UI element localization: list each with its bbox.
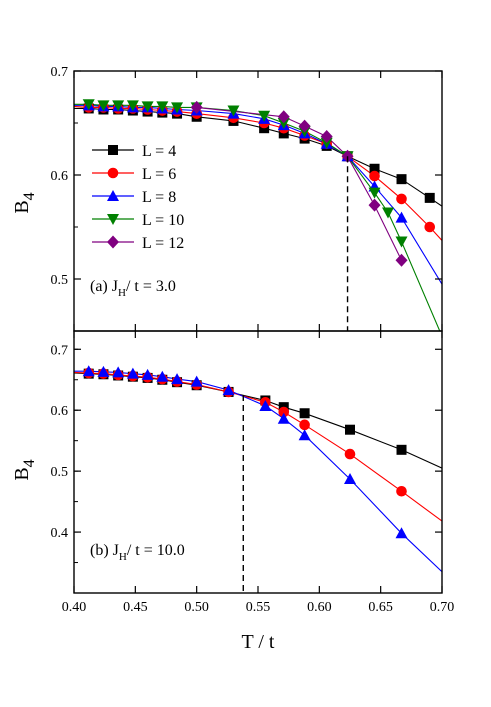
marker-layer-b (82, 365, 408, 539)
point-a-l-10-10 (258, 110, 271, 122)
legend-marker-l-8 (107, 190, 119, 201)
x-tick-label-5: 0.65 (368, 600, 393, 615)
point-b-l-4-12 (299, 408, 310, 419)
point-a-l-10-15 (368, 187, 381, 199)
point-a-l-10-4 (126, 100, 139, 112)
point-b-l-6-13 (344, 448, 356, 460)
legend-marker-l-10 (107, 214, 119, 225)
legend-marker-l-4 (108, 145, 118, 155)
point-b-l-8-12 (298, 429, 311, 441)
point-a-l-10-7 (171, 102, 184, 114)
y-tick-label-b-2: 0.6 (51, 404, 69, 419)
y-ticks-b: 0.4 0.5 0.6 0.7 (51, 343, 442, 594)
point-b-l-8-9 (222, 384, 235, 396)
x-tick-label-6: 0.70 (430, 600, 455, 615)
point-b-l-8-5 (141, 368, 154, 380)
series-layer-a (74, 103, 442, 331)
series-line-a-l-4 (74, 107, 442, 207)
point-b-l-4-13 (345, 424, 355, 435)
series-line-b-l-8 (74, 370, 442, 573)
series-line-a-l-12 (196, 106, 402, 261)
x-tick-label-1: 0.45 (123, 600, 148, 615)
x-tick-label-4: 0.60 (307, 600, 332, 615)
point-a-l-12-3 (320, 130, 333, 144)
legend-label-l-12: L = 12 (142, 235, 184, 252)
point-a-l-10-2 (97, 100, 110, 112)
point-b-l-8-11 (277, 412, 290, 424)
series-layer-b (74, 370, 442, 573)
point-a-l-4-16 (396, 174, 407, 185)
point-a-l-10-5 (141, 101, 154, 113)
y-axis-title-a: B4 (11, 192, 38, 213)
series-line-b-l-6 (74, 371, 442, 522)
point-b-l-8-10 (259, 399, 272, 411)
panel-label-a: (a) JH/ t = 3.0 (90, 278, 176, 299)
marker-layer-a (82, 99, 436, 267)
y-ticks-a: 0.5 0.6 0.7 (51, 65, 443, 332)
y-tick-label-a-0: 0.5 (51, 273, 69, 288)
point-b-l-8-13 (344, 473, 356, 485)
point-a-l-10-11 (277, 118, 290, 129)
point-a-l-10-17 (395, 236, 408, 248)
legend-marker-l-12 (107, 235, 119, 249)
point-a-l-12-1 (277, 110, 290, 124)
point-b-l-6-12 (299, 419, 310, 431)
point-a-l-4-15 (369, 163, 380, 174)
legend: L = 4 L = 6 L = 8 L = 10 L = 12 (92, 143, 184, 252)
legend-label-l-10: L = 10 (142, 212, 184, 229)
point-b-l-6-11 (278, 406, 290, 418)
legend-label-l-6: L = 6 (142, 166, 176, 183)
panel-a: 0.50.60.7 (a) JH/ t = 3.0 B4 L = 4L = 6L… (11, 65, 443, 332)
point-a-l-12-6 (395, 253, 408, 267)
point-a-l-10-9 (227, 105, 240, 117)
panel-label-b: (b) JH/ t = 10.0 (90, 542, 185, 563)
point-a-l-12-2 (298, 119, 311, 133)
x-ticks-b: 0.40 0.45 0.50 0.55 0.60 0.65 0.70 (62, 331, 455, 615)
x-tick-label-3: 0.55 (246, 600, 271, 615)
point-b-l-8-7 (171, 373, 184, 385)
point-a-l-6-15 (369, 170, 380, 182)
point-b-l-8-3 (112, 366, 125, 378)
point-b-l-8-4 (126, 367, 139, 379)
y-tick-label-a-1: 0.6 (51, 169, 69, 184)
y-tick-label-b-1: 0.5 (51, 465, 69, 480)
x-tick-label-0: 0.40 (62, 600, 87, 615)
legend-label-l-4: L = 4 (142, 143, 176, 160)
point-a-l-12-0 (190, 100, 203, 114)
point-a-l-10-16 (382, 207, 395, 219)
y-tick-label-a-2: 0.7 (51, 65, 69, 80)
y-tick-label-b-3: 0.7 (51, 343, 69, 358)
point-b-l-8-8 (190, 375, 203, 387)
series-line-b-l-4 (74, 372, 442, 469)
legend-label-l-8: L = 8 (142, 189, 176, 206)
legend-marker-l-6 (107, 167, 119, 179)
x-axis-title: T / t (242, 631, 275, 653)
y-axis-title-b: B4 (11, 459, 38, 480)
point-b-l-8-2 (97, 365, 110, 377)
series-line-a-l-10 (74, 103, 441, 331)
point-a-l-10-3 (112, 100, 125, 112)
point-a-l-10-6 (156, 101, 169, 113)
x-tick-label-2: 0.50 (184, 600, 209, 615)
series-line-a-l-8 (74, 104, 442, 285)
point-a-l-8-16 (395, 211, 408, 223)
y-tick-label-b-0: 0.4 (51, 526, 69, 541)
point-b-l-8-6 (156, 370, 169, 382)
point-a-l-6-17 (424, 221, 436, 233)
point-b-l-4-14 (396, 444, 407, 455)
panel-b: 0.4 0.5 0.6 0.7 0.40 0.45 0.50 0.55 0.60 0.65 0.7… (11, 330, 455, 653)
point-a-l-10-13 (320, 137, 333, 149)
point-a-l-10-1 (82, 99, 95, 111)
point-b-l-8-14 (395, 527, 408, 539)
point-a-l-6-16 (396, 193, 407, 205)
point-b-l-8-1 (82, 365, 95, 377)
point-a-l-4-17 (424, 192, 435, 203)
point-b-l-6-14 (396, 485, 407, 497)
point-a-l-12-5 (368, 198, 381, 212)
